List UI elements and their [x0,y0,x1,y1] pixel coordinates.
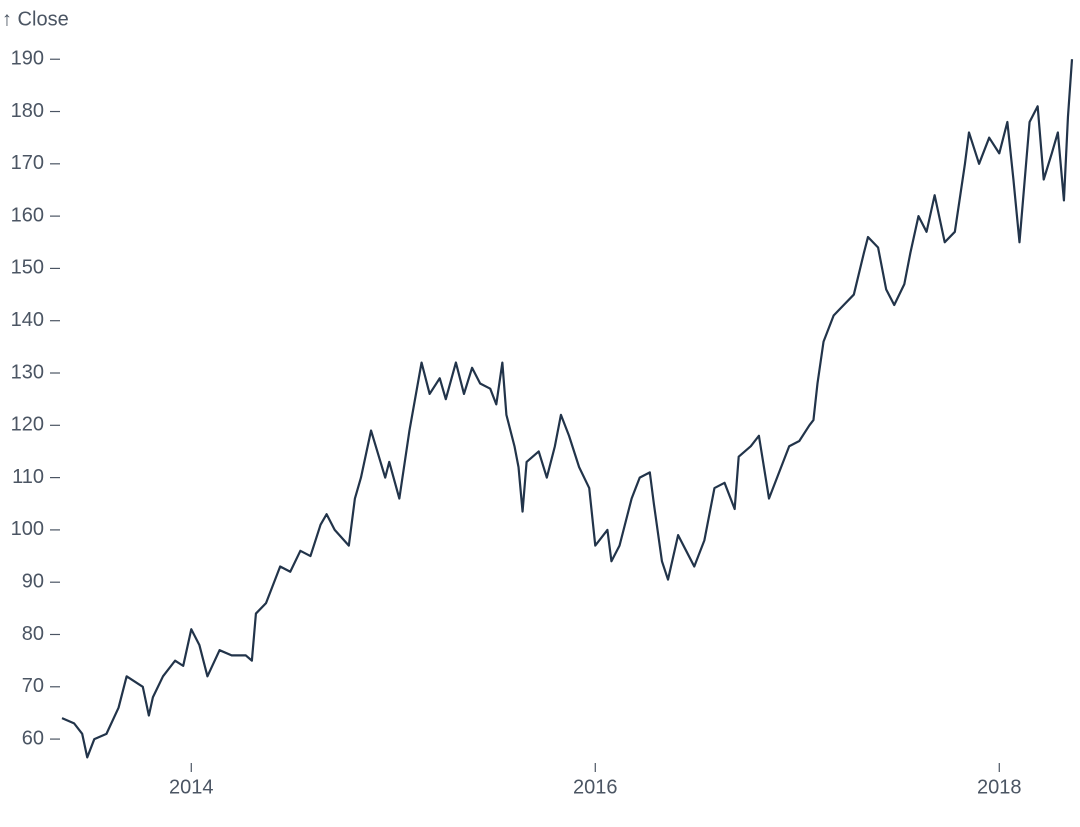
y-tick-label: 70 [22,675,44,697]
y-axis-label: ↑ Close [2,8,69,30]
price-line [61,59,1074,759]
x-tick-label: 2018 [977,776,1022,798]
y-tick-label: 190 [11,48,44,70]
x-tick-label: 2016 [573,776,618,798]
y-tick-label: 150 [11,257,44,279]
y-tick-label: 80 [22,623,44,645]
y-tick-label: 60 [22,727,44,749]
y-tick-label: 100 [11,518,44,540]
y-tick-label: 140 [11,309,44,331]
y-tick-label: 110 [12,466,44,488]
y-tick-label: 160 [11,204,44,226]
y-tick-label: 180 [11,100,44,122]
y-tick-label: 130 [11,361,44,383]
y-tick-label: 90 [22,570,44,592]
y-tick-label: 170 [11,152,44,174]
y-tick-label: 120 [11,414,44,436]
x-tick-label: 2014 [169,776,214,798]
